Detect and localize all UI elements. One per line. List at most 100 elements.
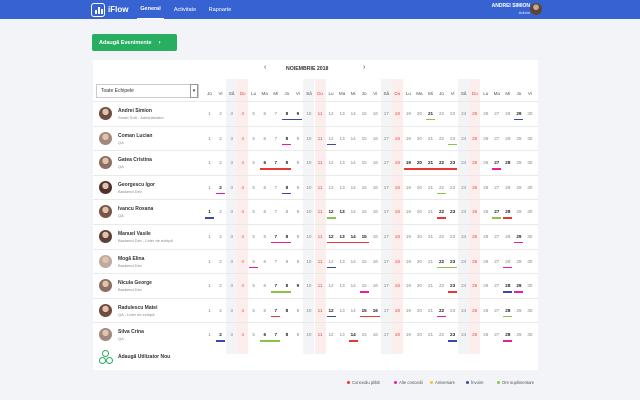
day-cell[interactable]: 16	[372, 160, 378, 166]
day-cell[interactable]: 20	[416, 258, 422, 264]
day-cell[interactable]: 14	[350, 307, 356, 313]
day-cell[interactable]: 25	[472, 332, 478, 338]
day-cell[interactable]: 20	[416, 160, 422, 166]
day-cell[interactable]: 2	[219, 258, 222, 264]
event-marker-invoire[interactable]	[282, 119, 303, 121]
day-cell[interactable]: 10	[306, 307, 312, 313]
day-cell[interactable]: 7	[274, 184, 278, 190]
day-cell[interactable]: 8	[285, 160, 289, 166]
day-cell[interactable]: 3	[230, 209, 233, 215]
event-marker-ore[interactable]	[492, 217, 502, 219]
day-cell[interactable]: 27	[494, 135, 500, 141]
day-cell[interactable]: 9	[296, 184, 300, 190]
day-cell[interactable]: 18	[394, 209, 400, 215]
nav-tab-rapoarte[interactable]: Rapoarte	[208, 6, 232, 13]
day-cell[interactable]: 12	[328, 111, 334, 116]
day-cell[interactable]: 19	[405, 209, 411, 215]
chevron-down-icon[interactable]: ▾	[190, 84, 198, 99]
day-cell[interactable]: 5	[252, 258, 255, 264]
day-cell[interactable]: 27	[494, 283, 500, 289]
day-cell[interactable]: 27	[494, 234, 500, 239]
day-cell[interactable]: 4	[241, 209, 244, 215]
day-cell[interactable]: 24	[461, 160, 467, 166]
day-cell[interactable]: 20	[416, 111, 422, 116]
day-cell[interactable]: 20	[416, 209, 422, 215]
day-cell[interactable]: 17	[383, 283, 389, 289]
app-logo[interactable]: iFlow	[91, 2, 128, 17]
day-cell[interactable]: 16	[372, 135, 378, 141]
day-cell[interactable]: 17	[383, 111, 389, 116]
day-cell[interactable]: 13	[339, 332, 345, 338]
day-cell[interactable]: 3	[230, 234, 233, 239]
day-cell[interactable]: 13	[339, 184, 345, 190]
person-row[interactable]: Nicula George Backend Dev 1 2 3 4 5 6 7 8 9 10 11 12 1…	[93, 273, 538, 297]
day-cell[interactable]: 5	[252, 160, 255, 166]
day-cell[interactable]: 11	[317, 283, 323, 289]
day-cell[interactable]: 25	[472, 160, 478, 166]
day-cell[interactable]: 2	[219, 283, 222, 289]
day-cell[interactable]: 24	[461, 332, 467, 338]
day-cell[interactable]: 9	[296, 160, 300, 166]
day-cell[interactable]: 24	[461, 209, 467, 215]
day-cell[interactable]: 7	[274, 111, 278, 116]
event-marker-alte[interactable]	[271, 242, 292, 244]
day-cell[interactable]: 21	[427, 135, 434, 141]
day-cell[interactable]: 3	[230, 160, 233, 166]
day-cell[interactable]: 15	[361, 184, 367, 190]
day-cell[interactable]: 19	[405, 307, 411, 313]
person-row[interactable]: Ivancu Roxana QA 1 2 3 4 5 6 7 8 9 10 11 12 13 14 15 16 17…	[93, 199, 538, 223]
day-cell[interactable]: 15	[361, 307, 367, 313]
event-marker-concediu[interactable]	[448, 291, 458, 293]
day-cell[interactable]: 21	[427, 307, 434, 313]
day-cell[interactable]: 10	[306, 160, 312, 166]
day-cell[interactable]: 2	[219, 234, 222, 239]
day-cell[interactable]: 23	[450, 184, 456, 190]
day-cell[interactable]: 27	[494, 184, 500, 190]
person-row[interactable]: Georgescu Igor Backend Dev 1 2 3 4 5 6 7 8 9 10 11 12…	[93, 174, 538, 199]
day-cell[interactable]: 19	[405, 135, 411, 141]
next-month-button[interactable]: ›	[363, 64, 366, 71]
day-cell[interactable]: 1	[208, 234, 211, 239]
day-cell[interactable]: 13	[339, 307, 345, 313]
person-row[interactable]: Andrei Simion Smart Soft - Administrator 1…	[93, 101, 538, 125]
day-cell[interactable]: 4	[241, 184, 244, 190]
day-cell[interactable]: 26	[483, 234, 489, 239]
day-cell[interactable]: 7	[274, 135, 278, 141]
day-cell[interactable]: 12	[328, 283, 334, 289]
day-cell[interactable]: 21	[427, 160, 434, 166]
day-cell[interactable]: 29	[516, 111, 522, 116]
day-cell[interactable]: 6	[263, 160, 267, 166]
event-marker-alte[interactable]	[437, 315, 447, 318]
day-cell[interactable]: 25	[472, 234, 478, 239]
day-cell[interactable]: 8	[285, 209, 289, 215]
day-cell[interactable]: 6	[263, 135, 267, 141]
day-cell[interactable]: 28	[505, 307, 511, 313]
user-info[interactable]: ANDREI SIMION Admin	[492, 3, 530, 15]
day-cell[interactable]: 23	[450, 209, 456, 215]
day-cell[interactable]: 30	[527, 111, 533, 116]
day-cell[interactable]: 11	[317, 160, 323, 166]
day-cell[interactable]: 30	[527, 332, 533, 338]
day-cell[interactable]: 12	[328, 307, 334, 313]
event-marker-ore[interactable]	[503, 315, 513, 318]
day-cell[interactable]: 1	[208, 283, 211, 289]
day-cell[interactable]: 3	[230, 332, 233, 338]
day-cell[interactable]: 9	[296, 332, 300, 338]
day-cell[interactable]: 30	[527, 209, 533, 215]
day-cell[interactable]: 25	[472, 111, 478, 116]
day-cell[interactable]: 30	[527, 184, 533, 190]
day-cell[interactable]: 12	[328, 258, 334, 264]
day-cell[interactable]: 25	[472, 135, 478, 141]
day-cell[interactable]: 18	[394, 283, 400, 289]
day-cell[interactable]: 10	[306, 184, 312, 190]
day-cell[interactable]: 4	[241, 111, 244, 116]
day-cell[interactable]: 17	[383, 209, 389, 215]
day-cell[interactable]: 7	[274, 283, 278, 289]
day-cell[interactable]: 30	[527, 258, 533, 264]
day-cell[interactable]: 8	[285, 332, 289, 338]
day-cell[interactable]: 8	[285, 234, 289, 239]
day-cell[interactable]: 7	[274, 258, 278, 264]
day-cell[interactable]: 14	[350, 209, 356, 215]
day-cell[interactable]: 8	[285, 283, 289, 289]
add-events-button[interactable]: Adaugă Evenimente ›	[92, 34, 177, 51]
